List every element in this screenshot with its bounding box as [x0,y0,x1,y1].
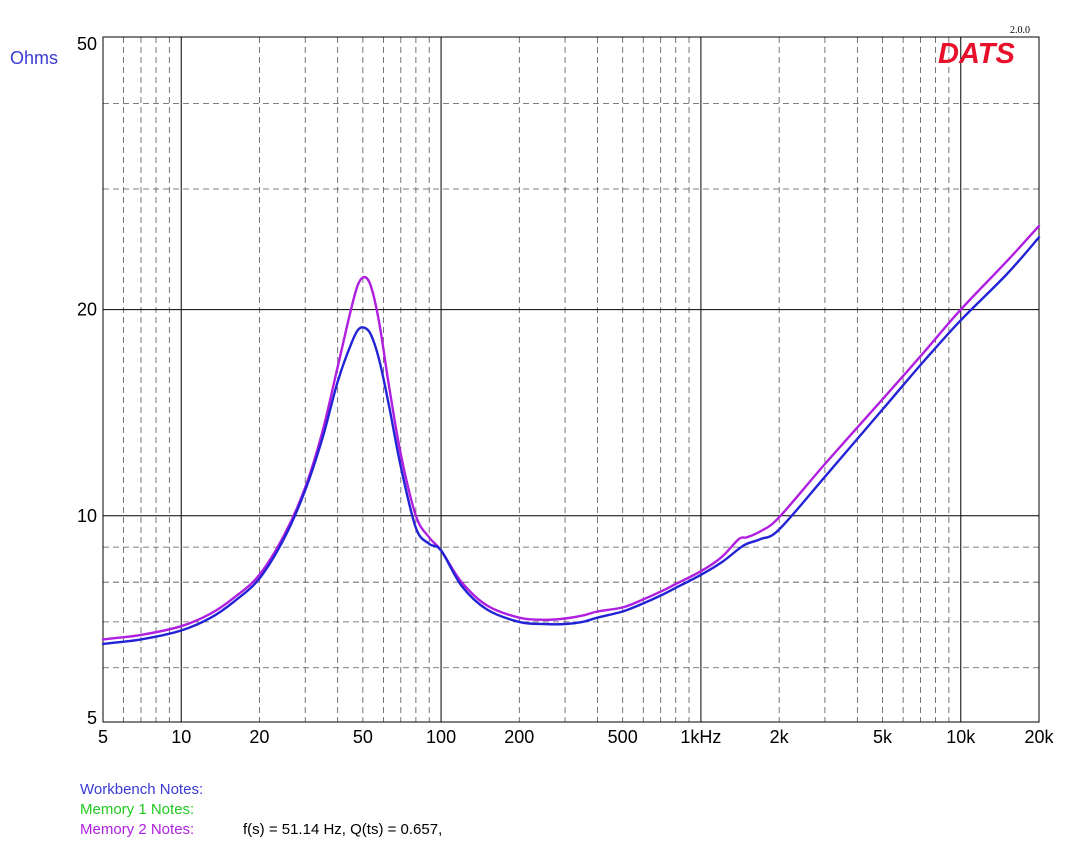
x-tick-label: 10k [946,727,976,747]
x-tick-label: 200 [504,727,534,747]
memory2-notes-label: Memory 2 Notes: [80,821,195,838]
x-tick-label: 10 [171,727,191,747]
memory1-notes-label: Memory 1 Notes: [80,801,195,818]
x-tick-label: 100 [426,727,456,747]
x-tick-label: 5k [873,727,893,747]
x-tick-label: 500 [608,727,638,747]
plot-frame [102,36,1040,723]
impedance-curve-1 [101,224,1041,641]
version-label: 2.0.0 [1010,25,1030,36]
y-tick-label: 50 [77,34,97,54]
impedance-curve-2 [101,236,1041,646]
dats-logo: DATS [938,38,1015,70]
x-tick-labels: 5 10 20 50 100 200 500 1kHz 2k 5k 10k 20k [98,727,1055,747]
y-tick-label: 5 [87,708,97,728]
x-tick-label: 2k [770,727,790,747]
x-tick-label: 5 [98,727,108,747]
x-tick-label: 20k [1024,727,1054,747]
workbench-notes-label: Workbench Notes: [80,781,204,798]
impedance-chart: 5 10 20 50 100 200 500 1kHz 2k 5k 10k 20k 5 10 20 50 O… [10,25,1055,747]
x-tick-label: 1kHz [680,727,721,747]
memory2-notes-text: f(s) = 51.14 Hz, Q(ts) = 0.657, [243,821,443,838]
chart-curves [101,224,1041,646]
y-axis-unit-label: Ohms [10,48,58,68]
x-tick-label: 50 [353,727,373,747]
y-tick-labels: 5 10 20 50 [77,34,97,728]
y-tick-label: 10 [77,506,97,526]
chart-grid [103,37,1039,722]
y-tick-label: 20 [77,300,97,320]
x-tick-label: 20 [249,727,269,747]
